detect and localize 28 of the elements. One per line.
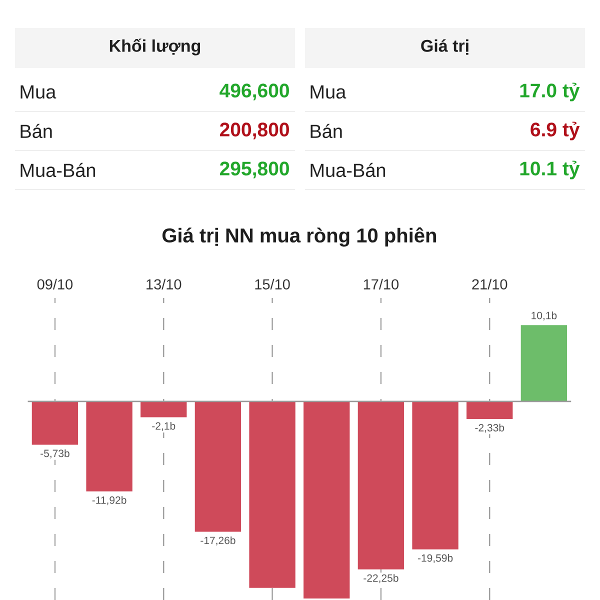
text: 6.9 tỷ (530, 122, 580, 140)
category-label: Mua (310, 85, 346, 99)
x-tick-label: 17/10 (364, 278, 399, 290)
chart-title: Giá trị NN mua ròng 10 phiên (162, 227, 436, 247)
data-label: -19,59b (418, 554, 453, 563)
text: 295,800 (220, 162, 289, 178)
category-label: Bán (20, 124, 52, 138)
data-label: -22,25b (364, 574, 398, 584)
text: 17.0 tỷ (520, 82, 580, 102)
data-label: -11,92b (92, 496, 126, 506)
category-label: Mua-Bán (20, 162, 96, 178)
x-tick-label: 21/10 (472, 278, 508, 290)
text: Khối lượng (110, 38, 200, 56)
data-label: 10,1b (532, 312, 557, 320)
data-label: -2,1b (152, 422, 176, 431)
text: 496,600 (220, 84, 289, 100)
x-tick-label: 13/10 (146, 278, 182, 290)
data-label: -17,26b (200, 536, 236, 546)
text: 10.1 tỷ (520, 160, 580, 180)
text: 200,800 (220, 122, 289, 140)
x-tick-label: 09/10 (37, 278, 73, 290)
x-tick-label: 15/10 (255, 278, 290, 290)
data-label: -5,73b (40, 449, 70, 458)
category-label: Mua-Bán (310, 162, 386, 178)
data-label: -2,33b (475, 424, 504, 433)
category-label: Bán (310, 124, 342, 138)
category-label: Mua (20, 85, 56, 99)
text: Giá trị (421, 39, 468, 55)
